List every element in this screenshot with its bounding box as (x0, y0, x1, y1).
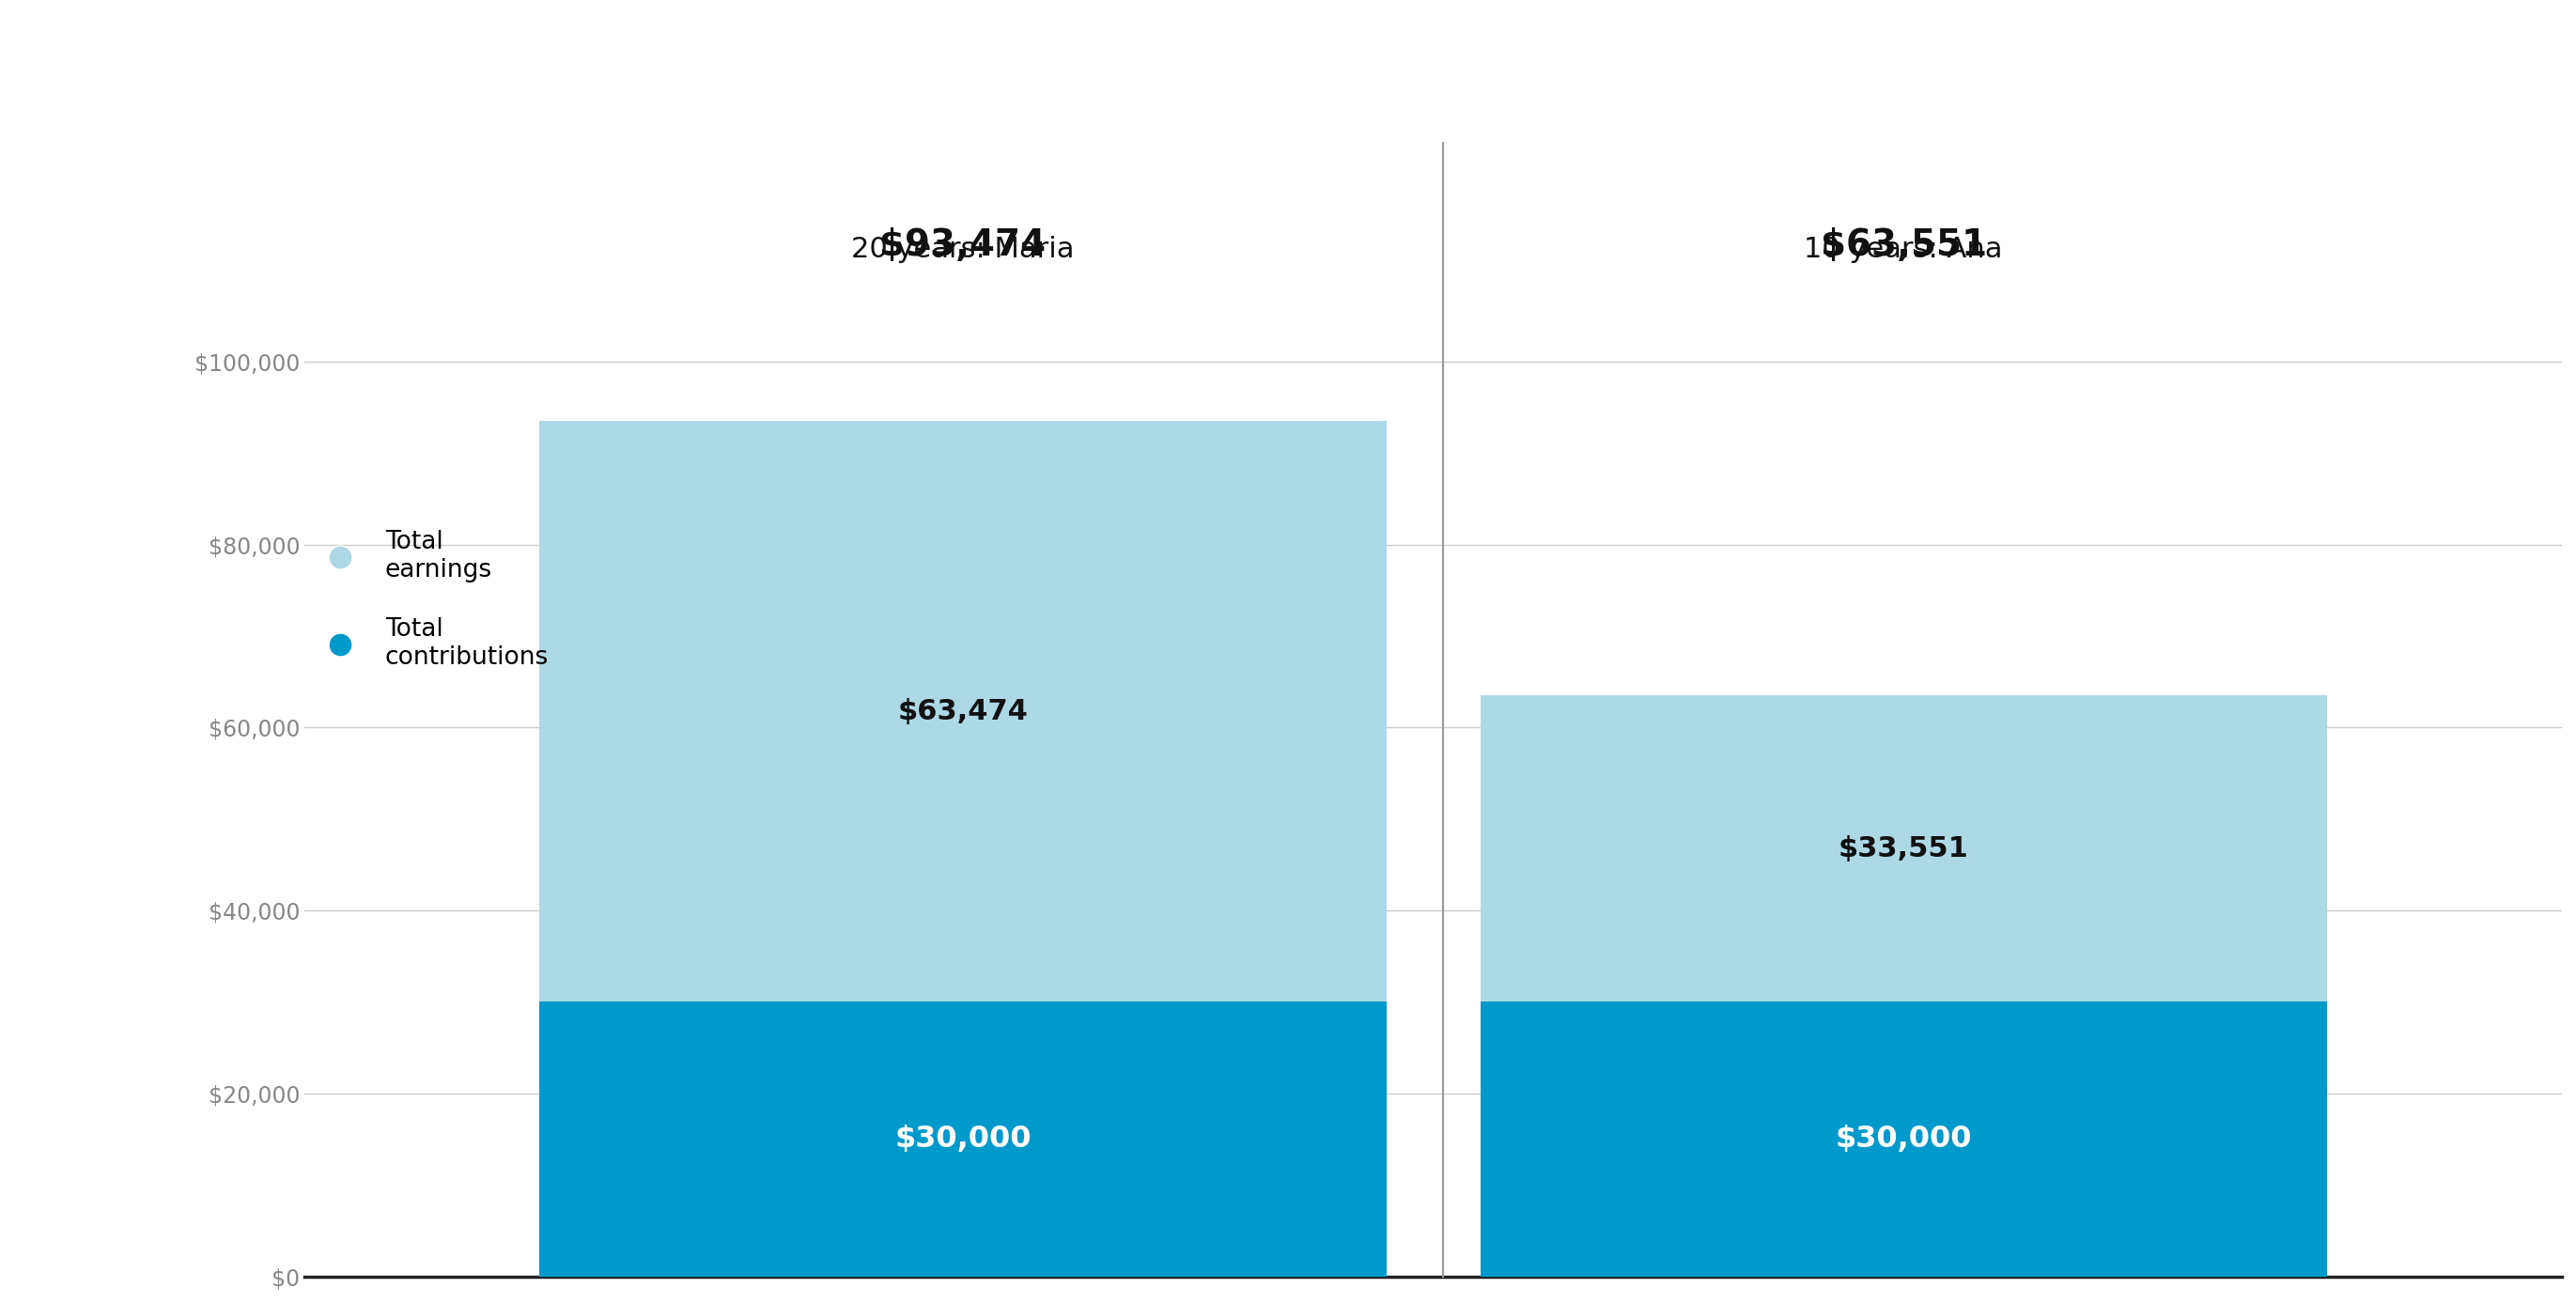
Bar (541, 1001, 1386, 1277)
Text: $30,000: $30,000 (894, 1124, 1030, 1154)
Text: $30,000: $30,000 (1834, 1124, 1971, 1154)
Text: $63,474: $63,474 (896, 698, 1028, 725)
Bar (1481, 1001, 2326, 1277)
Text: $33,551: $33,551 (1839, 835, 1968, 862)
Bar (541, 421, 1386, 1001)
Text: 20 years: Maria: 20 years: Maria (853, 236, 1074, 263)
Text: $93,474: $93,474 (881, 186, 1046, 263)
Legend: Total
earnings, Total
contributions: Total earnings, Total contributions (307, 520, 559, 681)
Text: 10 years: Ana: 10 years: Ana (1803, 236, 2004, 263)
Bar (1481, 695, 2326, 1001)
Text: $63,551: $63,551 (1821, 186, 1986, 263)
